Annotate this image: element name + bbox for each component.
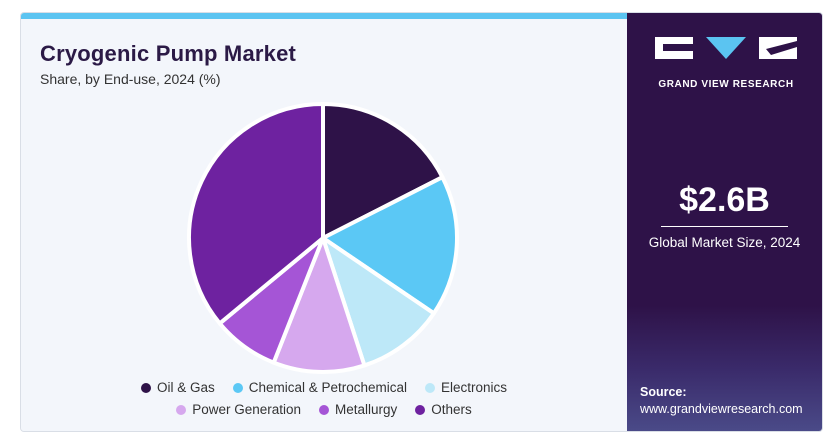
- market-size-divider: [661, 226, 788, 227]
- pie-slice-others: [187, 102, 325, 326]
- legend-dot-icon: [319, 405, 329, 415]
- top-accent-bar: [21, 13, 627, 19]
- legend-label: Chemical & Petrochemical: [248, 380, 408, 395]
- legend-item: Chemical & Petrochemical: [232, 377, 408, 399]
- legend-dot-icon: [232, 383, 243, 393]
- legend-row: Power Generation Metallurgy Others: [21, 399, 627, 421]
- logo-mark-icon: [655, 37, 797, 59]
- chart-panel: Cryogenic Pump Market Share, by End-use,…: [21, 19, 627, 431]
- market-size-label: Global Market Size, 2024: [648, 235, 801, 250]
- source-url: www.grandviewresearch.com: [640, 402, 803, 416]
- legend-label: Metallurgy: [335, 402, 398, 417]
- legend-label: Power Generation: [192, 402, 301, 417]
- legend-item: Oil & Gas: [140, 377, 215, 399]
- pie-slice-power-generation: [271, 236, 367, 374]
- pie-chart: [187, 102, 459, 374]
- brand-logo: GRAND VIEW RESEARCH: [651, 35, 801, 95]
- brand-name: GRAND VIEW RESEARCH: [658, 79, 794, 90]
- legend-label: Others: [431, 402, 472, 417]
- legend-dot-icon: [140, 383, 151, 393]
- source-label: Source:: [640, 385, 687, 399]
- chart-legend: Oil & Gas Chemical & Petrochemical Electro…: [21, 377, 627, 421]
- legend-item: Electronics: [425, 377, 507, 399]
- legend-dot-icon: [425, 383, 436, 393]
- legend-dot-icon: [176, 405, 187, 415]
- legend-item: Others: [415, 399, 472, 421]
- chart-title: Cryogenic Pump Market: [40, 41, 297, 66]
- legend-row: Oil & Gas Chemical & Petrochemical Electro…: [21, 377, 627, 399]
- infographic-card: Cryogenic Pump Market Share, by End-use,…: [20, 12, 823, 432]
- chart-subtitle: Share, by End-use, 2024 (%): [40, 71, 221, 87]
- legend-item: Power Generation: [176, 399, 301, 421]
- market-size-value: $2.6B: [679, 181, 770, 219]
- pie-slice-electronics: [321, 236, 436, 368]
- pie-slice-oil-gas: [321, 102, 445, 240]
- legend-label: Electronics: [441, 380, 508, 395]
- sidebar-panel: GRAND VIEW RESEARCH $2.6B Global Market …: [627, 13, 822, 431]
- legend-item: Metallurgy: [319, 399, 397, 421]
- legend-label: Oil & Gas: [156, 380, 215, 395]
- legend-dot-icon: [415, 405, 426, 415]
- pie-slice-chemical-petrochemical: [321, 175, 459, 316]
